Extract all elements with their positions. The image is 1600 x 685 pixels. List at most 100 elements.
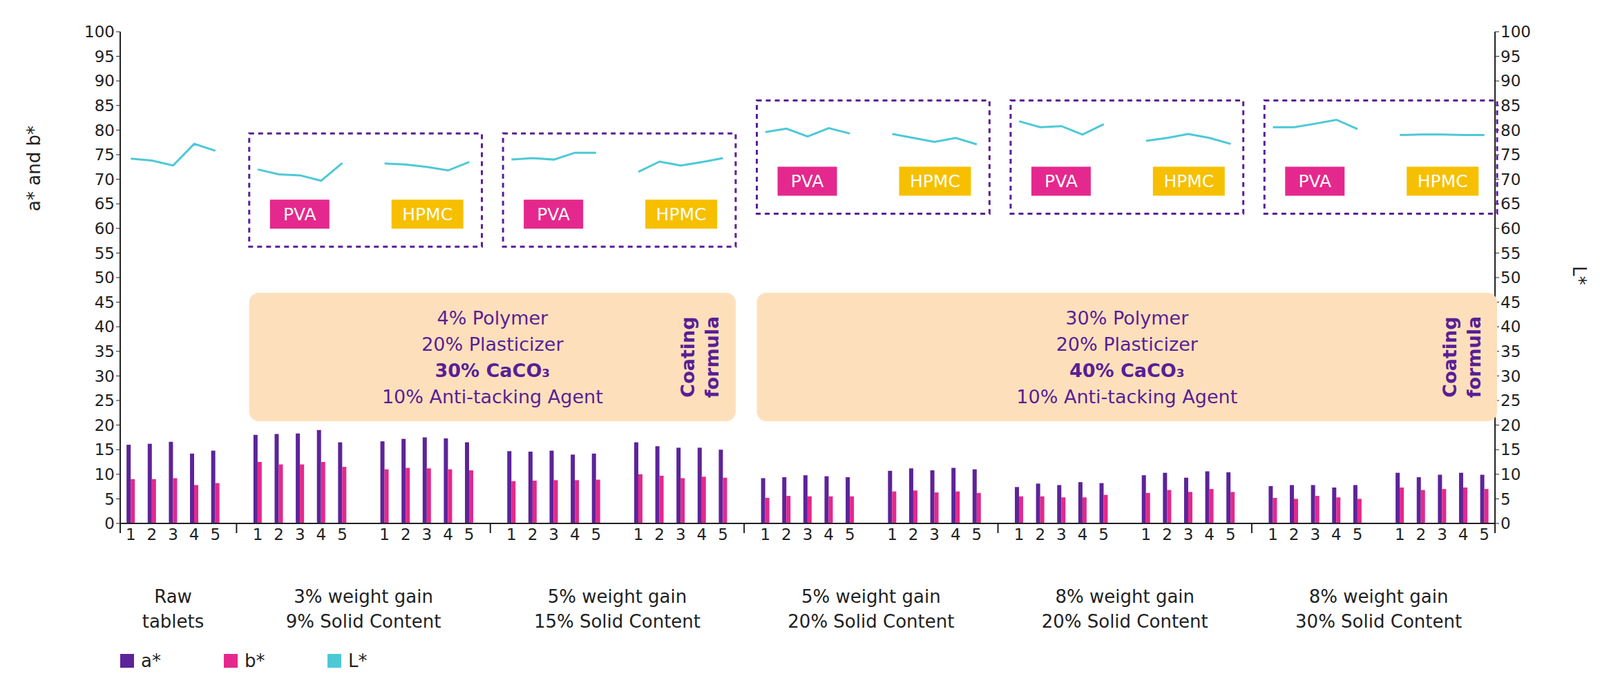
svg-text:20: 20 bbox=[94, 416, 115, 435]
svg-text:5: 5 bbox=[1500, 490, 1511, 509]
svg-text:3: 3 bbox=[548, 525, 559, 544]
svg-text:35: 35 bbox=[94, 342, 115, 361]
svg-text:4: 4 bbox=[189, 525, 200, 544]
svg-text:80: 80 bbox=[94, 121, 115, 140]
svg-text:1: 1 bbox=[633, 525, 644, 544]
svg-text:1: 1 bbox=[379, 525, 390, 544]
svg-text:70: 70 bbox=[1500, 170, 1521, 189]
svg-text:20% Plasticizer: 20% Plasticizer bbox=[421, 333, 564, 356]
svg-text:PVA: PVA bbox=[536, 204, 570, 225]
svg-text:3: 3 bbox=[422, 525, 433, 544]
svg-text:5% weight gain: 5% weight gain bbox=[547, 586, 688, 608]
svg-text:65: 65 bbox=[94, 194, 115, 213]
svg-text:70: 70 bbox=[94, 170, 115, 189]
svg-text:5: 5 bbox=[972, 525, 983, 544]
svg-text:10% Anti-tacking Agent: 10% Anti-tacking Agent bbox=[1016, 386, 1238, 408]
svg-text:45: 45 bbox=[94, 293, 115, 312]
svg-text:5: 5 bbox=[1352, 525, 1364, 544]
svg-text:65: 65 bbox=[1500, 194, 1521, 213]
svg-text:5: 5 bbox=[337, 525, 348, 544]
svg-text:4: 4 bbox=[1204, 525, 1215, 544]
svg-text:100: 100 bbox=[84, 22, 115, 41]
svg-text:4: 4 bbox=[823, 525, 834, 544]
svg-text:2: 2 bbox=[527, 525, 539, 544]
svg-text:PVA: PVA bbox=[1298, 171, 1332, 192]
svg-text:85: 85 bbox=[1500, 96, 1521, 115]
svg-text:30: 30 bbox=[94, 367, 115, 386]
svg-text:20: 20 bbox=[1500, 416, 1521, 435]
svg-text:90: 90 bbox=[1500, 71, 1521, 90]
svg-text:tablets: tablets bbox=[142, 611, 205, 633]
svg-text:HPMC: HPMC bbox=[1163, 171, 1214, 192]
svg-text:1: 1 bbox=[506, 525, 517, 544]
svg-text:formula: formula bbox=[1463, 316, 1485, 398]
svg-text:55: 55 bbox=[1500, 244, 1521, 263]
svg-text:2: 2 bbox=[781, 525, 792, 544]
svg-text:HPMC: HPMC bbox=[1417, 171, 1469, 192]
svg-text:3: 3 bbox=[294, 525, 306, 544]
svg-text:5: 5 bbox=[210, 525, 221, 544]
svg-text:30: 30 bbox=[1500, 367, 1521, 386]
svg-text:8% weight gain: 8% weight gain bbox=[1309, 586, 1449, 608]
svg-text:4: 4 bbox=[1458, 525, 1469, 544]
svg-text:25: 25 bbox=[1500, 391, 1521, 410]
svg-text:15: 15 bbox=[1500, 440, 1521, 459]
svg-text:1: 1 bbox=[1014, 525, 1025, 544]
svg-text:HPMC: HPMC bbox=[656, 204, 707, 225]
svg-text:60: 60 bbox=[1500, 219, 1521, 238]
svg-text:8% weight gain: 8% weight gain bbox=[1054, 586, 1195, 608]
svg-text:Coating: Coating bbox=[1439, 316, 1461, 398]
svg-text:5: 5 bbox=[1479, 525, 1490, 544]
svg-text:20% Solid Content: 20% Solid Content bbox=[1041, 611, 1209, 633]
svg-text:PVA: PVA bbox=[283, 204, 317, 225]
svg-text:55: 55 bbox=[94, 244, 115, 263]
svg-text:45: 45 bbox=[1500, 293, 1521, 312]
svg-text:25: 25 bbox=[94, 391, 115, 410]
svg-text:30% Solid Content: 30% Solid Content bbox=[1295, 611, 1462, 633]
svg-text:3: 3 bbox=[929, 525, 940, 544]
svg-text:PVA: PVA bbox=[1044, 171, 1078, 192]
svg-text:4: 4 bbox=[1077, 525, 1089, 544]
svg-text:5: 5 bbox=[1098, 525, 1109, 544]
svg-text:3: 3 bbox=[802, 525, 814, 544]
svg-text:95: 95 bbox=[1500, 47, 1521, 66]
svg-text:2: 2 bbox=[654, 525, 665, 544]
svg-text:3: 3 bbox=[675, 525, 687, 544]
svg-text:50: 50 bbox=[94, 268, 115, 287]
svg-text:5: 5 bbox=[1225, 525, 1236, 544]
svg-text:40% CaCO₃: 40% CaCO₃ bbox=[1069, 359, 1185, 382]
svg-text:60: 60 bbox=[94, 219, 115, 238]
svg-text:5% weight gain: 5% weight gain bbox=[801, 586, 941, 608]
svg-text:4: 4 bbox=[442, 525, 454, 544]
svg-text:5: 5 bbox=[844, 525, 856, 544]
svg-text:4: 4 bbox=[1331, 525, 1342, 544]
svg-text:3: 3 bbox=[1309, 525, 1321, 544]
svg-text:a*: a* bbox=[140, 650, 161, 672]
svg-text:9% Solid Content: 9% Solid Content bbox=[286, 611, 442, 633]
svg-text:3: 3 bbox=[1183, 525, 1194, 544]
svg-text:0: 0 bbox=[1500, 514, 1511, 533]
svg-text:L*: L* bbox=[1568, 265, 1590, 286]
svg-text:80: 80 bbox=[1500, 121, 1521, 140]
svg-text:35: 35 bbox=[1500, 342, 1521, 361]
svg-text:2: 2 bbox=[908, 525, 919, 544]
svg-text:Raw: Raw bbox=[154, 586, 193, 608]
svg-text:10% Anti-tacking Agent: 10% Anti-tacking Agent bbox=[382, 386, 604, 408]
svg-text:15: 15 bbox=[94, 440, 115, 459]
svg-text:50: 50 bbox=[1500, 268, 1521, 287]
svg-text:3: 3 bbox=[1056, 525, 1067, 544]
svg-text:2: 2 bbox=[273, 525, 284, 544]
svg-text:1: 1 bbox=[252, 525, 264, 544]
svg-text:30% CaCO₃: 30% CaCO₃ bbox=[435, 359, 551, 382]
svg-text:4: 4 bbox=[569, 525, 581, 544]
svg-text:2: 2 bbox=[1289, 525, 1300, 544]
svg-text:1: 1 bbox=[1141, 525, 1152, 544]
svg-text:4% Polymer: 4% Polymer bbox=[436, 307, 549, 329]
svg-text:5: 5 bbox=[591, 525, 602, 544]
svg-text:4: 4 bbox=[316, 525, 327, 544]
svg-text:20% Plasticizer: 20% Plasticizer bbox=[1056, 333, 1199, 356]
svg-text:2: 2 bbox=[1416, 525, 1427, 544]
svg-text:PVA: PVA bbox=[791, 171, 825, 192]
svg-text:2: 2 bbox=[400, 525, 412, 544]
svg-text:1: 1 bbox=[887, 525, 898, 544]
